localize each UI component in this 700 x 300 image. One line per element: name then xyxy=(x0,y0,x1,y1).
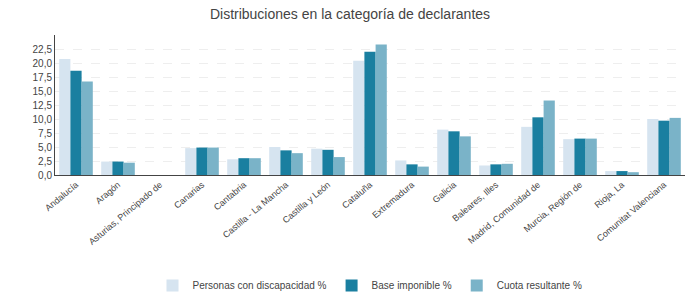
svg-text:Castilla y León: Castilla y León xyxy=(281,180,333,226)
svg-text:22,5: 22,5 xyxy=(33,44,53,55)
svg-text:Castilla - La Mancha: Castilla - La Mancha xyxy=(221,180,290,240)
svg-text:20,0: 20,0 xyxy=(33,58,53,69)
svg-text:2,5: 2,5 xyxy=(38,156,52,167)
svg-text:Aragón: Aragón xyxy=(94,180,123,206)
svg-text:Murcia, Región de: Murcia, Región de xyxy=(522,180,584,235)
svg-text:Cantabria: Cantabria xyxy=(212,180,248,213)
svg-text:Extremadura: Extremadura xyxy=(370,180,416,221)
svg-text:Personas con discapacidad %: Personas con discapacidad % xyxy=(193,280,327,291)
svg-text:15,0: 15,0 xyxy=(33,86,53,97)
svg-text:Madrid, Comunidad de: Madrid, Comunidad de xyxy=(466,180,542,246)
svg-text:Galicia: Galicia xyxy=(431,180,459,205)
svg-text:Cuota resultante %: Cuota resultante % xyxy=(497,280,582,291)
svg-text:5,0: 5,0 xyxy=(38,142,52,153)
svg-text:Canarias: Canarias xyxy=(172,179,206,210)
svg-text:10,0: 10,0 xyxy=(33,114,53,125)
svg-text:Distribuciones en la categoría: Distribuciones en la categoría de declar… xyxy=(210,6,490,22)
svg-text:Baleares, Illes: Baleares, Illes xyxy=(450,179,500,223)
svg-text:Base imponible %: Base imponible % xyxy=(372,280,452,291)
svg-text:17,5: 17,5 xyxy=(33,72,53,83)
svg-text:Asturias, Principado de: Asturias, Principado de xyxy=(87,180,164,247)
svg-text:Andalucía: Andalucía xyxy=(43,180,80,213)
svg-text:Rioja, La: Rioja, La xyxy=(593,180,627,210)
svg-text:Cataluña: Cataluña xyxy=(340,180,374,211)
svg-text:Comunitat Valenciana: Comunitat Valenciana xyxy=(595,180,668,244)
svg-text:7,5: 7,5 xyxy=(38,128,52,139)
svg-text:0,0: 0,0 xyxy=(38,170,52,181)
svg-text:12,5: 12,5 xyxy=(33,100,53,111)
